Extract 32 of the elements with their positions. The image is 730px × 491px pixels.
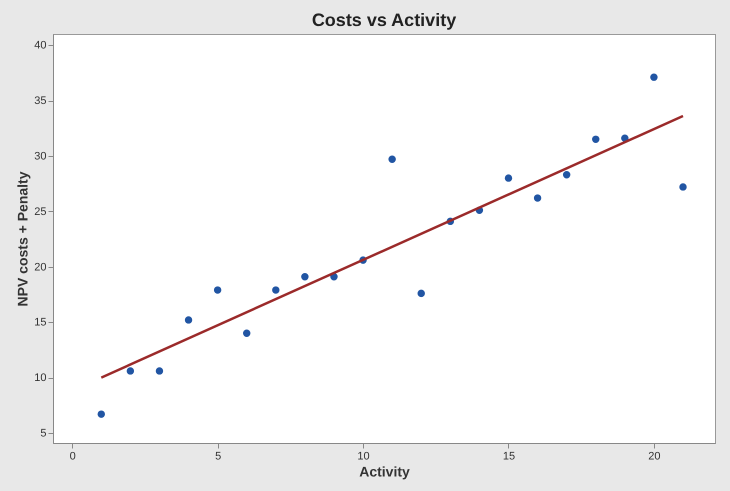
x-tick-label: 20 (648, 450, 661, 462)
y-axis-title: NPV costs + Penalty (14, 171, 30, 307)
y-tick-label: 20 (34, 261, 46, 274)
x-tick-label: 15 (502, 450, 516, 462)
point (562, 171, 570, 178)
y-tick-label: 30 (34, 150, 46, 162)
y-tick-label: 5 (40, 428, 46, 440)
point (243, 330, 250, 337)
x-tick-label: 0 (70, 450, 76, 462)
point (126, 367, 134, 375)
point (592, 136, 600, 143)
y-tick-label: 35 (34, 95, 46, 108)
chart-title: Costs vs Activity (312, 10, 456, 30)
point (534, 194, 542, 202)
y-tick-label: 15 (34, 316, 46, 329)
point (214, 286, 222, 294)
point (272, 286, 280, 294)
point (156, 367, 164, 375)
point (504, 174, 512, 182)
point (418, 290, 425, 298)
y-tick-label: 40 (34, 40, 46, 52)
x-tick-label: 10 (357, 450, 370, 462)
point (388, 156, 396, 163)
point (679, 183, 687, 191)
point (650, 74, 658, 81)
x-tick-label: 5 (215, 450, 222, 462)
x-axis-title: Activity (359, 464, 410, 480)
y-tick-label: 10 (34, 372, 46, 384)
point (301, 273, 309, 280)
point (184, 316, 192, 324)
point (98, 410, 105, 418)
y-tick-label: 25 (34, 206, 46, 218)
